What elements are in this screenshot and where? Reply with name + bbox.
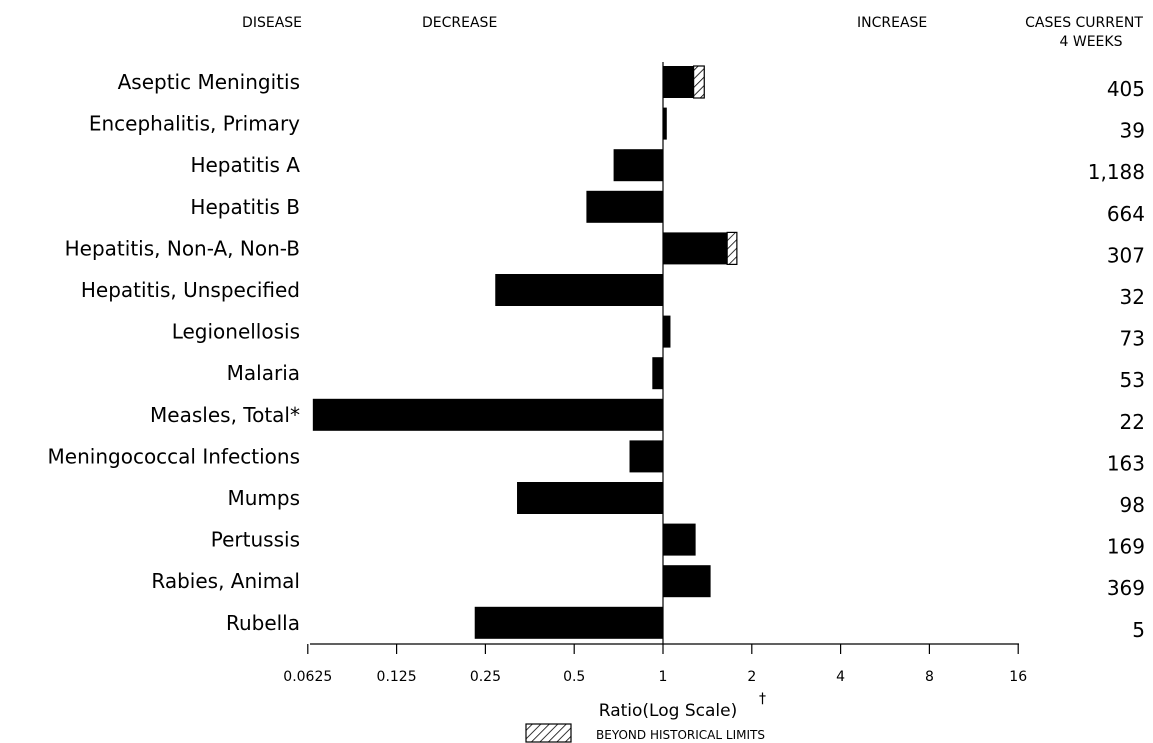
case-count: 163 [1107, 451, 1145, 475]
category-label: Legionellosis [172, 320, 300, 344]
header-disease: DISEASE [242, 15, 302, 31]
case-count: 39 [1120, 119, 1145, 143]
x-ticks-group: 0.0625 0.125 0.25 0.5 1 2 4 8 16 [283, 644, 1027, 685]
bar [663, 107, 667, 140]
category-label: Hepatitis A [190, 153, 300, 177]
case-count: 169 [1107, 535, 1145, 559]
category-label: Hepatitis B [190, 195, 300, 219]
bar [474, 606, 663, 639]
x-tick-label: 16 [1009, 669, 1027, 685]
x-tick-label: 0.0625 [283, 669, 332, 685]
case-count: 369 [1107, 576, 1145, 600]
legend-label: BEYOND HISTORICAL LIMITS [596, 728, 765, 742]
category-label: Mumps [227, 486, 300, 510]
bar [663, 523, 696, 556]
bar [586, 190, 663, 223]
category-label: Pertussis [211, 528, 300, 552]
case-count: 98 [1120, 493, 1145, 517]
bar [652, 357, 663, 390]
x-tick-label: 4 [836, 669, 845, 685]
category-label: Rabies, Animal [151, 569, 300, 593]
case-count: 1,188 [1088, 160, 1145, 184]
case-count: 32 [1120, 285, 1145, 309]
case-count: 22 [1120, 410, 1145, 434]
bar-beyond-limits [726, 231, 738, 265]
case-count: 664 [1107, 202, 1145, 226]
case-count: 73 [1120, 327, 1145, 351]
bar [663, 565, 711, 598]
x-tick-label: 8 [925, 669, 934, 685]
case-count: 5 [1132, 618, 1145, 642]
bars-group [312, 65, 738, 639]
bar [663, 232, 728, 265]
category-label: Meningococcal Infections [48, 444, 300, 468]
category-label: Hepatitis, Non-A, Non-B [65, 236, 300, 260]
bar [495, 274, 663, 306]
case-count: 307 [1107, 243, 1145, 267]
category-label: Aseptic Meningitis [118, 70, 300, 94]
case-count: 405 [1107, 77, 1145, 101]
bar [629, 440, 663, 473]
bar [663, 315, 671, 348]
category-label: Encephalitis, Primary [89, 112, 300, 136]
category-label: Measles, Total* [150, 403, 300, 427]
bar [312, 398, 663, 431]
x-axis-title-mark: † [759, 691, 766, 707]
x-tick-label: 1 [659, 669, 668, 685]
case-counts-group: 405 39 1,188 664 307 32 73 53 22 163 98 169 369 5 [1088, 77, 1145, 642]
legend-swatch [525, 723, 572, 743]
category-labels-group: Aseptic Meningitis Encephalitis, Primary H… [48, 70, 301, 635]
bar [613, 149, 663, 182]
x-tick-label: 0.5 [563, 669, 585, 685]
x-tick-label: 2 [747, 669, 756, 685]
category-label: Rubella [226, 611, 300, 635]
x-axis-title: Ratio(Log Scale) [599, 701, 737, 721]
category-label: Hepatitis, Unspecified [81, 278, 300, 302]
x-tick-label: 0.125 [377, 669, 417, 685]
header-decrease: DECREASE [422, 15, 497, 31]
bar-beyond-limits [693, 65, 705, 99]
x-tick-label: 0.25 [470, 669, 501, 685]
header-cases-line2: 4 WEEKS [1060, 34, 1123, 50]
case-count: 53 [1120, 368, 1145, 392]
bar [663, 66, 694, 98]
header-increase: INCREASE [857, 15, 927, 31]
bar [517, 482, 663, 514]
header-cases-line1: CASES CURRENT [1025, 15, 1143, 31]
category-label: Malaria [227, 361, 300, 385]
